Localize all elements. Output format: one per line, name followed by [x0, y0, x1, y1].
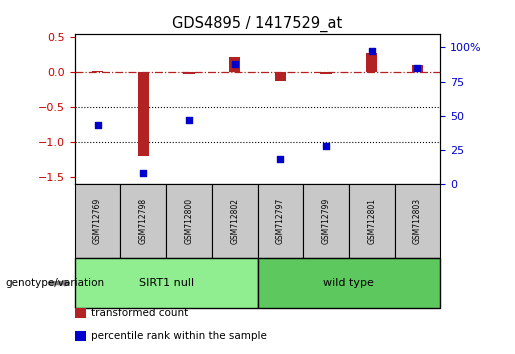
Text: wild type: wild type	[323, 278, 374, 288]
Text: GSM712803: GSM712803	[413, 198, 422, 244]
Point	[185, 117, 193, 122]
Bar	[320, 72, 332, 74]
Point	[231, 61, 239, 67]
Point	[139, 170, 147, 176]
Bar	[92, 71, 103, 72]
Text: GSM712800: GSM712800	[184, 198, 194, 244]
Text: GSM712798: GSM712798	[139, 198, 148, 244]
Text: transformed count: transformed count	[91, 308, 188, 318]
Text: percentile rank within the sample: percentile rank within the sample	[91, 331, 267, 341]
Bar	[229, 57, 241, 72]
Bar	[183, 72, 195, 74]
Text: genotype/variation: genotype/variation	[5, 278, 104, 288]
Text: GSM712801: GSM712801	[367, 198, 376, 244]
Bar	[412, 65, 423, 72]
Bar	[274, 72, 286, 80]
Point	[322, 143, 330, 149]
Bar	[138, 72, 149, 156]
Point	[93, 122, 101, 128]
Text: GSM712799: GSM712799	[321, 198, 331, 244]
Point	[276, 156, 284, 162]
Bar	[366, 52, 377, 72]
Text: GSM712802: GSM712802	[230, 198, 239, 244]
Title: GDS4895 / 1417529_at: GDS4895 / 1417529_at	[173, 16, 342, 32]
Text: GSM712769: GSM712769	[93, 198, 102, 244]
Point	[414, 65, 422, 71]
Text: SIRT1 null: SIRT1 null	[139, 278, 194, 288]
Text: GSM712797: GSM712797	[276, 198, 285, 244]
Point	[368, 48, 376, 54]
